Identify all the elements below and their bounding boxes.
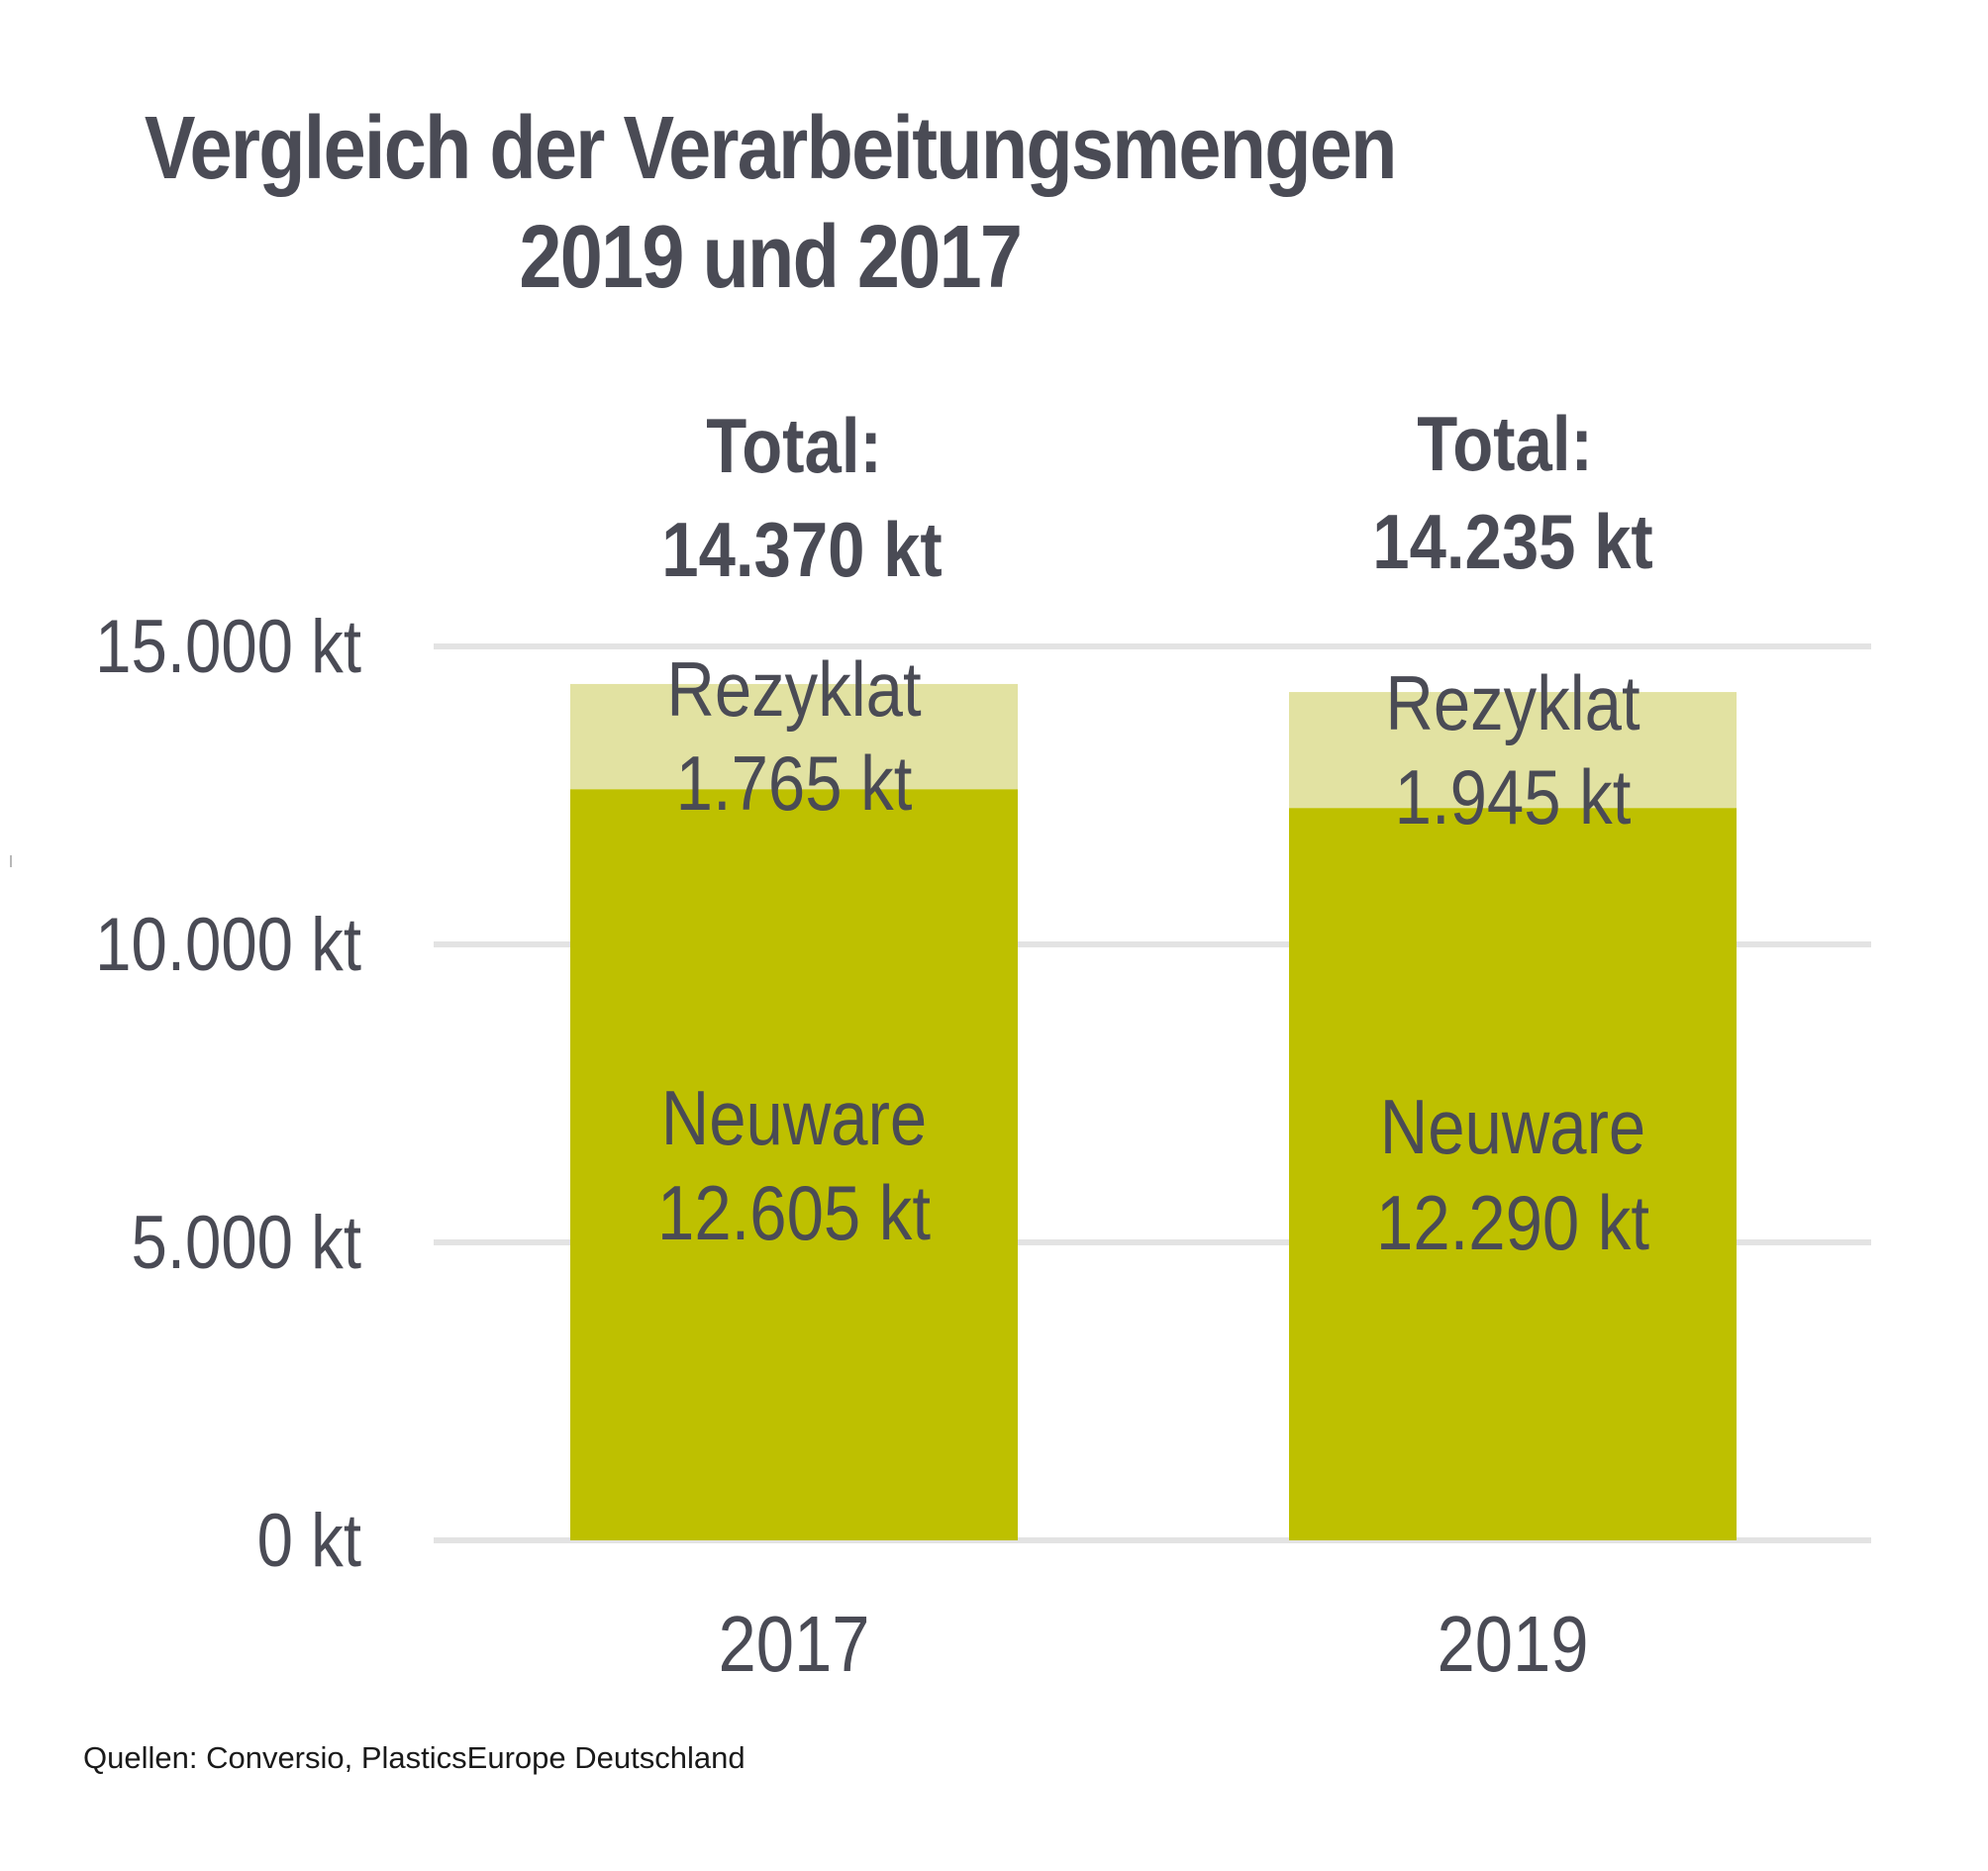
y-tick-label: 10.000 kt (95, 903, 361, 987)
x-tick-label: 2017 (718, 1599, 869, 1688)
bar-segment-neuware-2017 (570, 789, 1018, 1540)
segment-value-neuware: 12.290 kt (1376, 1180, 1649, 1266)
total-value: 14.370 kt (661, 507, 942, 593)
source-note: Quellen: Conversio, PlasticsEurope Deuts… (83, 1740, 746, 1775)
segment-value-rezyklat: 1.765 kt (676, 740, 913, 827)
y-tick-label: 0 kt (257, 1499, 362, 1583)
total-value: 14.235 kt (1372, 499, 1652, 585)
chart-title-line-2: 2019 und 2017 (519, 208, 1023, 307)
segment-name-rezyklat: Rezyklat (666, 646, 921, 733)
y-axis-labels: 0 kt 5.000 kt 10.000 kt 15.000 kt (95, 605, 361, 1583)
bars (570, 683, 1737, 1540)
total-labels: Total: 14.370 kt Total: 14.235 kt (661, 401, 1652, 593)
x-axis-labels: 2017 2019 (718, 1599, 1588, 1688)
chart-title-line-1: Vergleich der Verarbeitungsmengen (144, 99, 1398, 198)
stray-mark (10, 855, 12, 867)
segment-name-neuware: Neuware (1380, 1084, 1645, 1170)
segment-value-neuware: 12.605 kt (657, 1170, 931, 1256)
total-prefix: Total: (706, 403, 882, 489)
y-tick-label: 5.000 kt (131, 1201, 361, 1285)
chart-title: Vergleich der Verarbeitungsmengen 2019 u… (140, 94, 1400, 312)
y-tick-label: 15.000 kt (95, 605, 361, 689)
total-prefix: Total: (1417, 401, 1593, 487)
bar-segment-neuware-2019 (1289, 808, 1737, 1540)
segment-value-rezyklat: 1.945 kt (1395, 754, 1632, 840)
bar-segment-rezyklat-2019 (1289, 692, 1737, 809)
bar-segment-rezyklat-2017 (570, 683, 1018, 790)
segment-name-neuware: Neuware (661, 1075, 927, 1161)
x-tick-label: 2019 (1437, 1599, 1588, 1688)
segment-name-rezyklat: Rezyklat (1385, 660, 1640, 746)
